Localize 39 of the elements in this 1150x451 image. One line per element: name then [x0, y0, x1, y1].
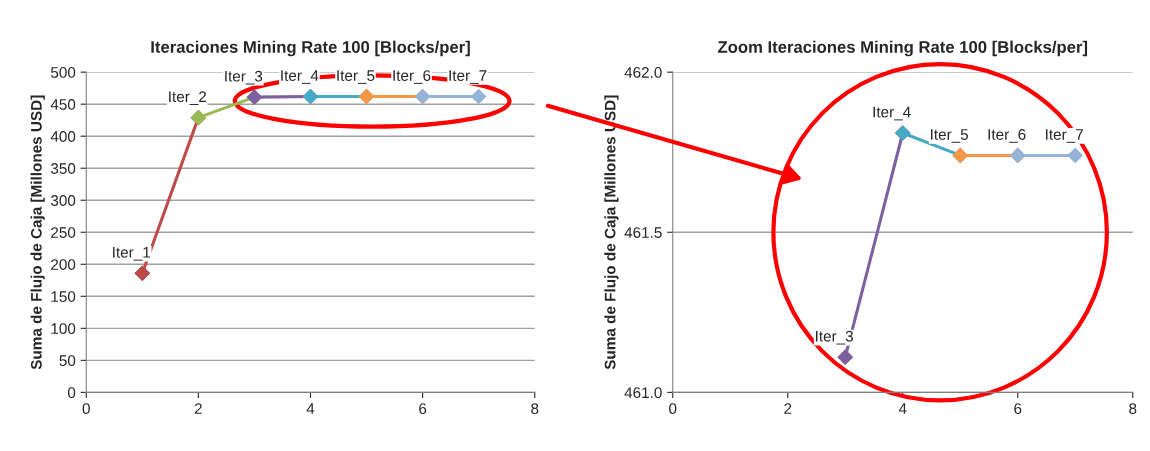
series-label: Iter_1 [113, 247, 150, 261]
chart-title: Zoom Iteraciones Mining Rate 100 [Blocks/per] [718, 40, 1088, 57]
y-tick-label: 250 [51, 227, 76, 238]
x-tick-label: 4 [306, 403, 315, 414]
series-label: Iter_4 [873, 106, 911, 121]
series-label: Iter_7 [1046, 129, 1083, 143]
x-tick-label: 8 [1129, 403, 1137, 415]
series-label: Iter_5 [931, 129, 969, 143]
series-label: Iter_3 [816, 330, 853, 345]
y-tick-label: 400 [50, 131, 76, 142]
y-tick-label: 462.0 [624, 67, 662, 78]
y-tick-label: 461.5 [624, 227, 662, 238]
x-tick-label: 4 [898, 403, 907, 414]
series-label: Iter_5 [337, 70, 375, 84]
x-tick-label: 0 [669, 403, 677, 415]
x-tick-label: 2 [784, 403, 792, 414]
series-label: Iter_4 [281, 70, 319, 84]
chart-title: Iteraciones Mining Rate 100 [Blocks/per] [151, 40, 470, 57]
y-tick-label: 0 [67, 387, 76, 399]
y-tick-label: 500 [50, 67, 76, 78]
x-tick-label: 0 [82, 403, 90, 415]
series-label: Iter_3 [225, 70, 263, 85]
y-tick-label: 200 [51, 259, 76, 270]
y-tick-label: 100 [51, 323, 76, 335]
x-tick-label: 2 [194, 403, 202, 414]
x-tick-label: 6 [419, 403, 427, 415]
series-label: Iter_6 [988, 129, 1026, 143]
series-label: Iter_6 [393, 70, 431, 84]
x-tick-label: 6 [1014, 403, 1022, 415]
y-tick-label: 461.0 [624, 387, 662, 399]
series-label: Iter_2 [169, 91, 207, 105]
y-tick-label: 350 [50, 163, 76, 174]
y-axis-title: Suma de Flujo de Caja [Millones USD] [30, 95, 45, 370]
y-tick-label: 300 [50, 195, 76, 206]
x-tick-label: 8 [531, 403, 539, 415]
y-tick-label: 50 [59, 355, 76, 367]
series-label: Iter_7 [449, 70, 487, 84]
y-tick-label: 450 [50, 99, 76, 110]
y-tick-label: 150 [51, 291, 76, 302]
